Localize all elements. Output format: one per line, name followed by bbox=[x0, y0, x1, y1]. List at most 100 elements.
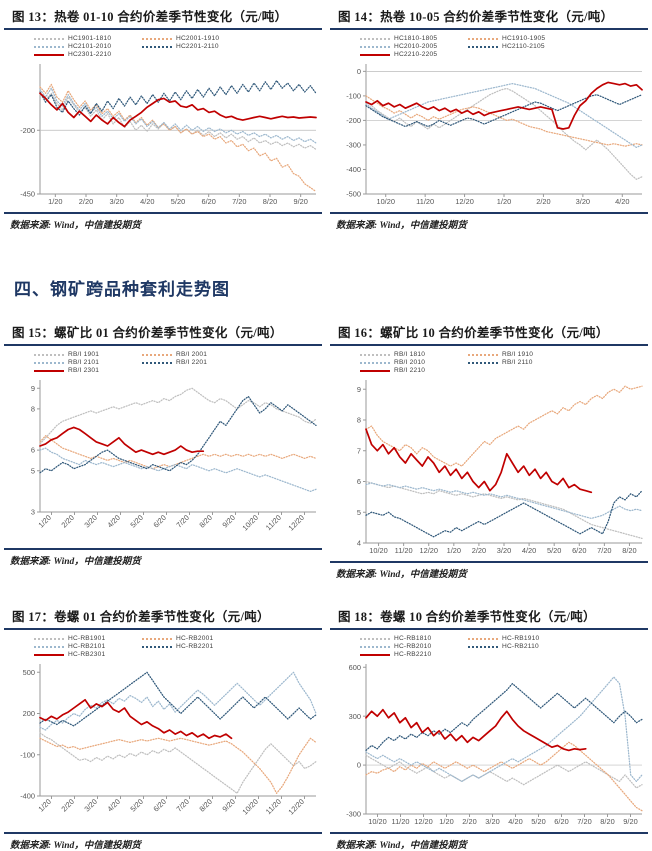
legend-item: HC-RB2301 bbox=[34, 651, 134, 658]
legend-item: HC-RB1901 bbox=[34, 635, 134, 642]
figure-title-18: 图 18：卷螺 10 合约价差季节性变化（元/吨） bbox=[338, 610, 596, 624]
legend-swatch-solid-icon bbox=[360, 653, 390, 656]
source-note-14: 数据来源: Wind，中信建投期货 bbox=[336, 221, 467, 231]
legend-item: RB/I 2001 bbox=[142, 351, 242, 358]
y-axis-tick-label: -300 bbox=[346, 141, 361, 150]
chart-18: 600 300 0 -300 10/20 11/20 12/20 1/20 2/20 3/20 4/… bbox=[330, 660, 648, 830]
series-line bbox=[365, 82, 643, 149]
series-line bbox=[365, 428, 593, 494]
x-axis-tick-label: 12/20 bbox=[414, 817, 433, 826]
y-axis-tick-label: -100 bbox=[20, 750, 35, 759]
figure-footer-15: 数据来源: Wind，中信建投期货 bbox=[4, 548, 322, 567]
legend-item: RB/I 1810 bbox=[360, 351, 460, 358]
legend-item: HC1910-1905 bbox=[468, 35, 568, 42]
legend-label: HC-RB2001 bbox=[176, 635, 214, 642]
legend-swatch-dotted-icon bbox=[360, 645, 390, 648]
x-axis-tick-label: 4/20 bbox=[522, 546, 536, 555]
legend-item: HC-RB2010 bbox=[360, 643, 460, 650]
y-axis-tick-label: 200 bbox=[23, 709, 35, 718]
x-axis-tick-label: 12/20 bbox=[286, 797, 305, 816]
x-axis-tick-label: 3/20 bbox=[82, 513, 99, 530]
legend-label: HC2301-2210 bbox=[68, 51, 112, 58]
figure-footer-16: 数据来源: Wind，中信建投期货 bbox=[330, 561, 648, 580]
x-axis-tick-label: 5/20 bbox=[128, 513, 145, 530]
y-axis-tick-label: 9 bbox=[31, 384, 35, 393]
series-line bbox=[39, 92, 317, 128]
series-line bbox=[365, 385, 643, 467]
figure-title-14: 图 14：热卷 10-05 合约价差季节性变化（元/吨） bbox=[338, 10, 614, 24]
series-line bbox=[39, 387, 317, 445]
legend-item: HC2101-2010 bbox=[34, 43, 134, 50]
legend-label: HC-RB2010 bbox=[394, 643, 432, 650]
y-axis-tick-label: 7 bbox=[357, 446, 361, 455]
chart-svg: 9 8 6 5 31/20 2/20 3/20 4/20 5/20 6/20 7/20 8/20 9/2… bbox=[31, 380, 317, 532]
x-axis-tick-label: 7/20 bbox=[577, 817, 591, 826]
x-axis-tick-label: 4/20 bbox=[508, 817, 522, 826]
legend-label: RB/I 2010 bbox=[394, 359, 426, 366]
legend-swatch-dotted-icon bbox=[360, 361, 390, 364]
x-axis-tick-label: 11/20 bbox=[392, 817, 410, 826]
legend-label: HC1810-1805 bbox=[394, 35, 438, 42]
chart-svg: 9 8 7 6 5 4 10/20 11/20 12/20 1/20 2/20 3/20 4/20 5/2… bbox=[357, 380, 643, 555]
legend-label: HC-RB2101 bbox=[68, 643, 106, 650]
legend-13: HC1901-1810 HC2001-1910 HC2101-2010 HC2201-… bbox=[4, 32, 322, 60]
y-axis-tick-label: -500 bbox=[346, 190, 361, 199]
legend-swatch-dotted-icon bbox=[34, 645, 64, 648]
x-axis-tick-label: 10/20 bbox=[369, 546, 388, 555]
legend-label: HC2010-2005 bbox=[394, 43, 438, 50]
series-line bbox=[39, 83, 317, 193]
y-axis-tick-label: -400 bbox=[346, 165, 361, 174]
legend-label: RB/I 2301 bbox=[68, 367, 100, 374]
series-line bbox=[39, 92, 317, 151]
y-axis-tick-label: 0 bbox=[357, 67, 361, 76]
x-axis-tick-label: 8/20 bbox=[600, 817, 614, 826]
source-note-15: 数据来源: Wind，中信建投期货 bbox=[10, 557, 141, 567]
legend-swatch-dotted-icon bbox=[468, 353, 498, 356]
x-axis-tick-label: 1/20 bbox=[447, 546, 461, 555]
legend-item: RB/I 2110 bbox=[468, 359, 568, 366]
title-rule bbox=[4, 628, 322, 630]
series-line bbox=[39, 447, 317, 493]
y-axis-tick-label: -300 bbox=[346, 810, 361, 819]
x-axis-tick-label: 1/20 bbox=[36, 797, 53, 814]
source-note-16: 数据来源: Wind，中信建投期货 bbox=[336, 570, 467, 580]
x-axis-tick-label: 5/20 bbox=[547, 546, 561, 555]
legend-label: RB/I 2101 bbox=[68, 359, 100, 366]
chart-13: -200 -450 1/20 2/20 3/20 4/20 5/20 6/20 7/20 8/20… bbox=[4, 60, 322, 210]
legend-item: HC1810-1805 bbox=[360, 35, 460, 42]
x-axis-tick-label: 6/20 bbox=[151, 797, 168, 814]
series-line bbox=[39, 87, 317, 144]
x-axis-tick-label: 11/20 bbox=[264, 797, 283, 816]
x-axis-tick-label: 8/20 bbox=[197, 513, 214, 530]
legend-swatch-dotted-icon bbox=[34, 353, 64, 356]
series-line bbox=[365, 708, 587, 752]
x-axis-tick-label: 7/20 bbox=[232, 197, 246, 206]
figure-panel-17: 图 17：卷螺 01 合约价差季节性变化（元/吨） HC-RB1901 HC-RB… bbox=[4, 606, 322, 851]
legend-swatch-dotted-icon bbox=[360, 353, 390, 356]
x-axis-tick-label: 3/20 bbox=[82, 797, 99, 814]
legend-swatch-dotted-icon bbox=[142, 361, 172, 364]
legend-label: HC1910-1905 bbox=[502, 35, 546, 42]
y-axis-tick-label: 9 bbox=[357, 385, 361, 394]
x-axis-tick-label: 9/20 bbox=[220, 797, 237, 814]
title-rule bbox=[4, 28, 322, 30]
y-axis-tick-label: 8 bbox=[357, 416, 361, 425]
y-axis-tick-label: 600 bbox=[349, 663, 361, 672]
legend-swatch-dotted-icon bbox=[360, 37, 390, 40]
chart-17: 500 200 -100 -400 1/20 2/20 3/20 4/20 5/20 6/20 7/… bbox=[4, 660, 322, 830]
legend-item: HC2201-2110 bbox=[142, 43, 242, 50]
legend-swatch-dotted-icon bbox=[142, 45, 172, 48]
legend-swatch-dotted-icon bbox=[34, 637, 64, 640]
x-axis-tick-label: 2/20 bbox=[536, 197, 550, 206]
x-axis-tick-label: 2/20 bbox=[59, 797, 76, 814]
legend-label: HC2101-2010 bbox=[68, 43, 112, 50]
x-axis-tick-label: 6/20 bbox=[572, 546, 586, 555]
title-rule bbox=[4, 344, 322, 346]
series-line bbox=[365, 676, 643, 783]
series-line bbox=[39, 435, 317, 470]
series-line bbox=[365, 482, 643, 520]
x-axis-tick-label: 1/20 bbox=[497, 197, 511, 206]
x-axis-tick-label: 7/20 bbox=[597, 546, 611, 555]
y-axis-tick-label: 500 bbox=[23, 668, 35, 677]
